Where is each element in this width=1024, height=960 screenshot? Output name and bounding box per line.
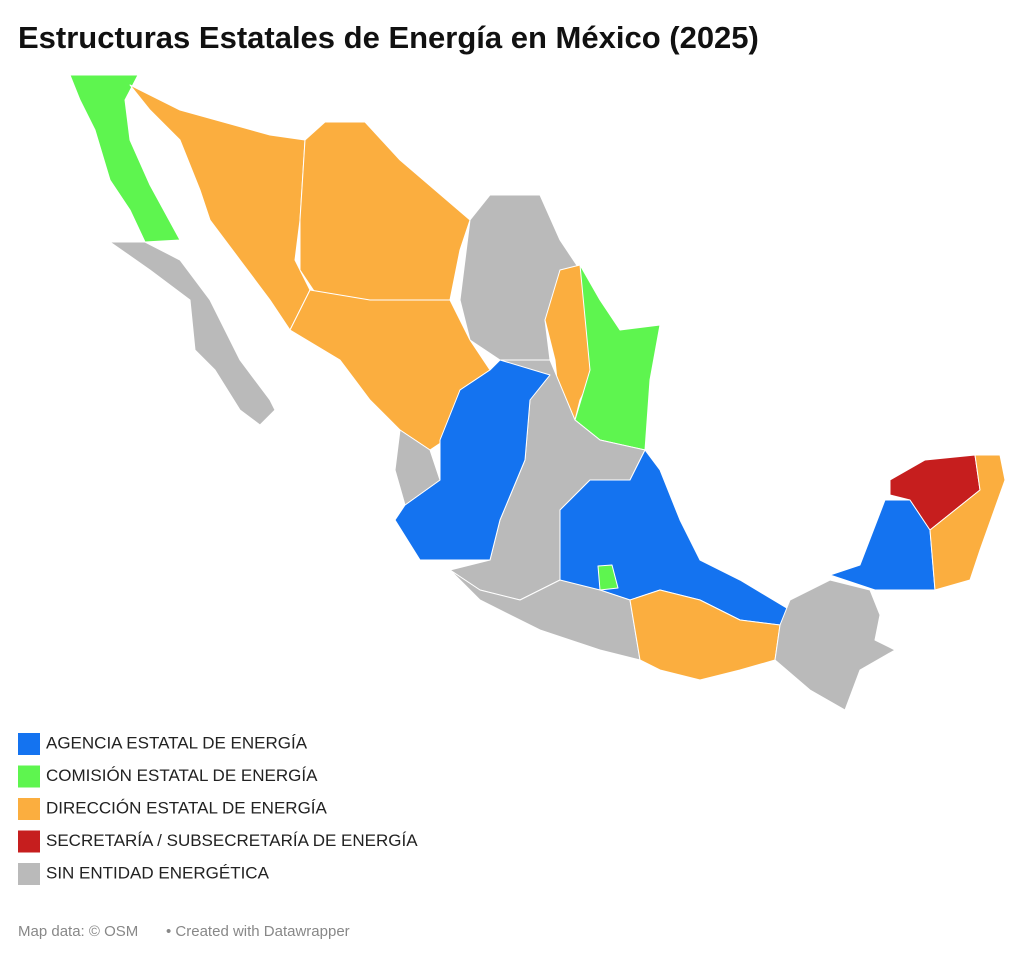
legend-swatch [18, 830, 40, 853]
region [597, 564, 619, 591]
region [394, 429, 441, 506]
region [394, 359, 551, 561]
legend-swatch [18, 798, 40, 820]
region [929, 454, 1006, 591]
legend-label: DIRECCIÓN ESTATAL DE ENERGÍA [46, 798, 328, 817]
region [109, 241, 276, 426]
legend-label: SECRETARÍA / SUBSECRETARÍA DE ENERGÍA [46, 831, 418, 850]
footer-source: Map data: © OSM [18, 923, 138, 940]
title: Estructuras Estatales de Energía en Méxi… [18, 20, 759, 55]
map [69, 74, 1006, 711]
legend-label: AGENCIA ESTATAL DE ENERGÍA [46, 733, 308, 752]
region [574, 264, 661, 451]
legend-swatch [18, 863, 40, 885]
legend: AGENCIA ESTATAL DE ENERGÍA COMISIÓN ESTAT… [18, 733, 418, 885]
legend-label: COMISIÓN ESTATAL DE ENERGÍA [46, 766, 318, 785]
legend-label: SIN ENTIDAD ENERGÉTICA [46, 863, 270, 882]
region [299, 121, 471, 301]
region [69, 74, 181, 243]
legend-swatch [18, 733, 40, 755]
region [774, 579, 896, 711]
legend-swatch [18, 765, 40, 788]
footer-credit: • Created with Datawrapper [166, 923, 350, 940]
